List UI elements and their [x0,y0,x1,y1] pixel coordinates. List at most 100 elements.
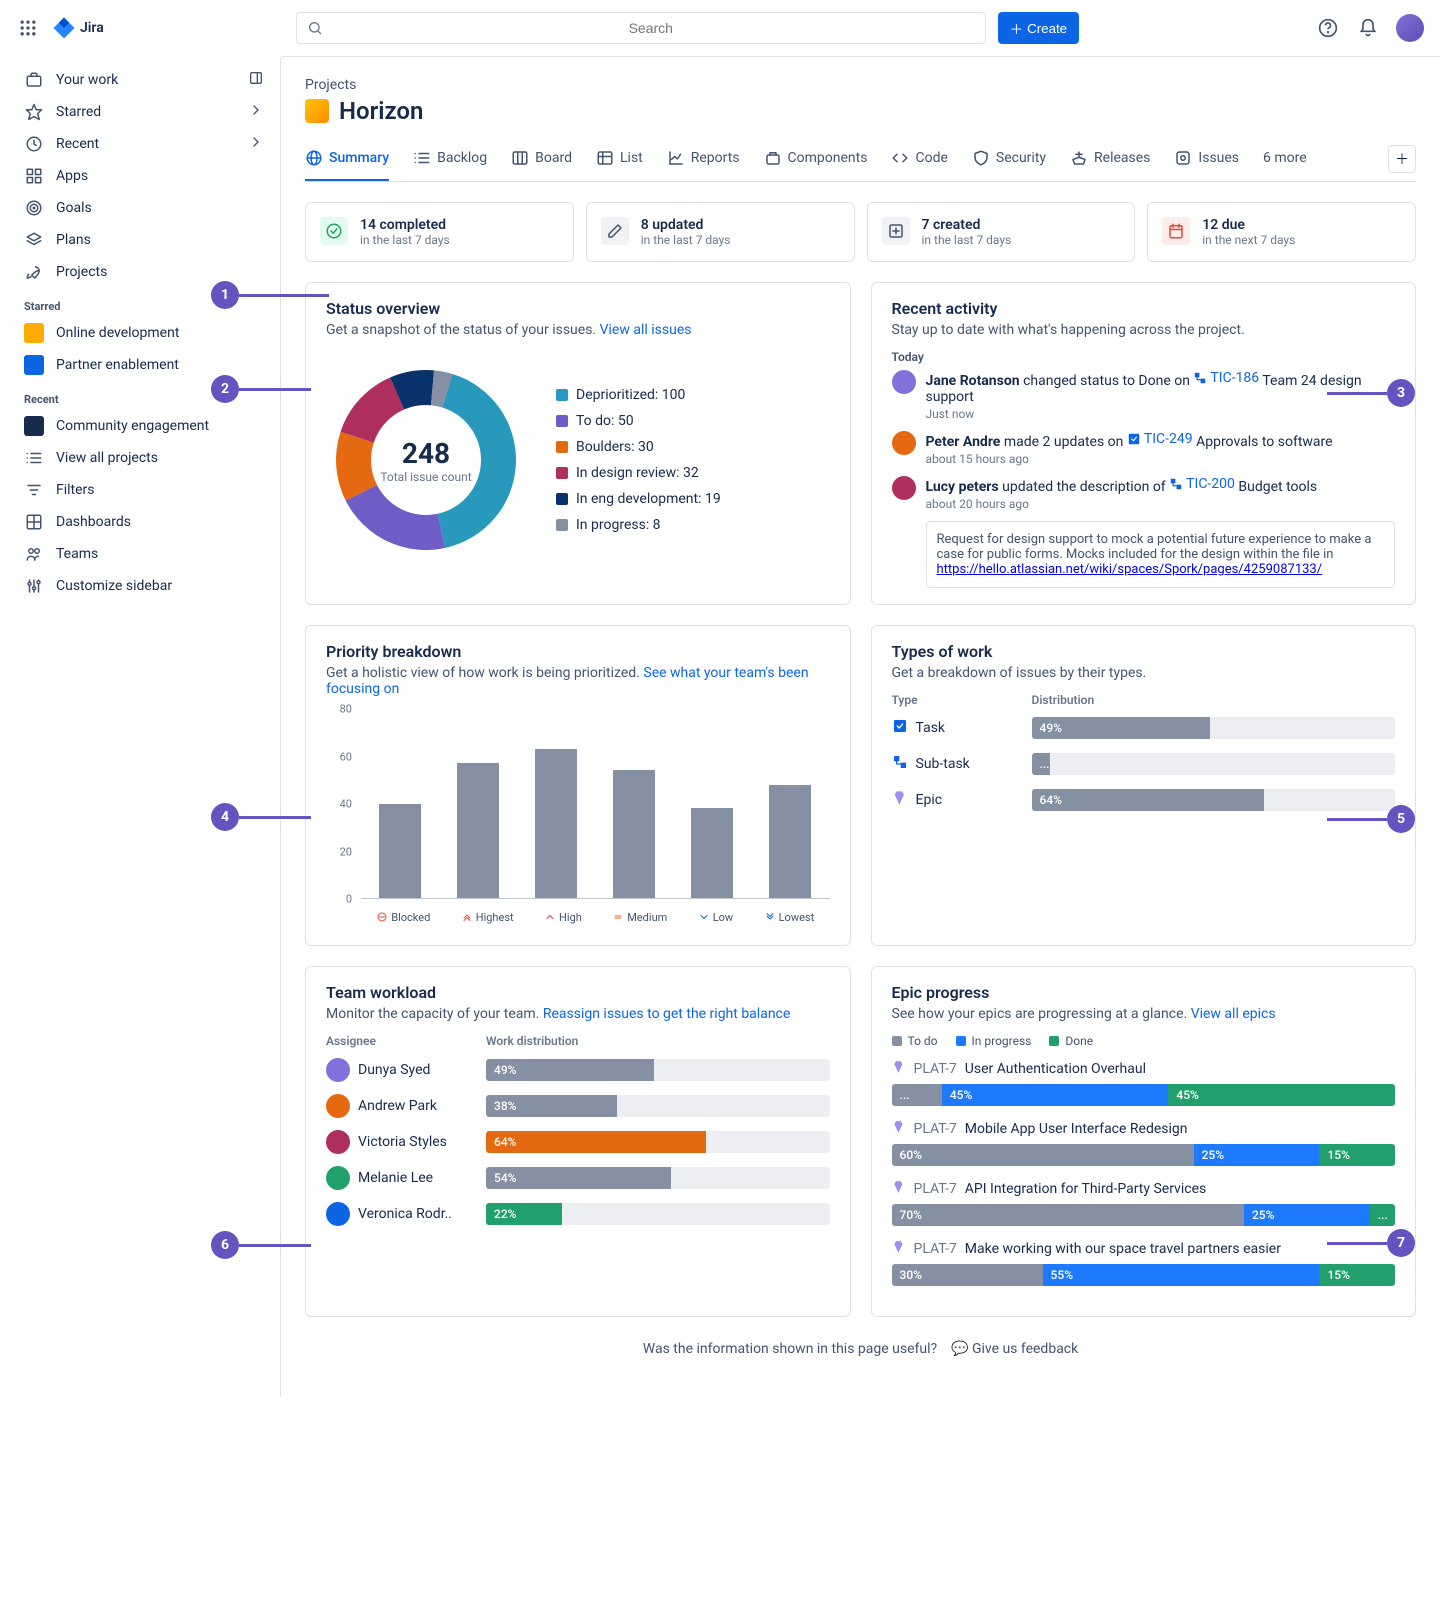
subtask-icon [1193,371,1207,385]
project-icon [24,355,44,375]
sidebar-item-your-work[interactable]: Your work [16,64,272,96]
search-input[interactable] [296,12,986,44]
feedback-icon: 💬 [951,1341,968,1357]
status-overview-title: Status overview [326,299,830,318]
workload-bar: 22% [486,1203,830,1225]
sidebar-item-starred[interactable]: Starred [16,96,272,128]
user-avatar[interactable] [892,431,916,455]
workload-title: Team workload [326,983,830,1002]
stat-card[interactable]: 7 created in the last 7 days [867,202,1136,262]
stat-card[interactable]: 12 due in the next 7 days [1147,202,1416,262]
workload-link[interactable]: Reassign issues to get the right balance [543,1006,790,1022]
tab-list[interactable]: List [596,137,643,181]
sidebar-item-customize-sidebar[interactable]: Customize sidebar [16,570,272,602]
sidebar-item-recent[interactable]: Recent [16,128,272,160]
feedback-link[interactable]: Give us feedback [972,1341,1078,1357]
app-switcher-icon[interactable] [16,16,40,40]
sidebar-item-view-all-projects[interactable]: View all projects [16,442,272,474]
legend-swatch [556,441,568,453]
activity-quote-link[interactable]: https://hello.atlassian.net/wiki/spaces/… [937,562,1323,577]
tab-security[interactable]: Security [972,137,1046,181]
epic-item[interactable]: PLAT-7 User Authentication Overhaul ...4… [892,1060,1396,1106]
epic-progress-bar: 70%25%... [892,1204,1396,1226]
breadcrumb[interactable]: Projects [305,77,1416,93]
help-icon[interactable] [1316,16,1340,40]
stat-card[interactable]: 8 updated in the last 7 days [586,202,855,262]
assignee-avatar[interactable] [326,1058,350,1082]
team-workload-panel: Team workload Monitor the capacity of yo… [305,966,851,1317]
epic-item[interactable]: PLAT-7 API Integration for Third-Party S… [892,1180,1396,1226]
epic-icon [892,1240,906,1258]
legend-item: Boulders: 30 [556,439,721,455]
epics-link[interactable]: View all epics [1191,1006,1276,1022]
legend-swatch [556,389,568,401]
priority-label: Low [698,905,733,929]
types-title: Types of work [892,642,1396,661]
sidebar: Your work Starred Recent Apps Goals Plan… [0,56,280,1397]
sidebar-starred-project[interactable]: Online development [16,317,272,349]
annotation-badge: 1 [211,281,239,309]
add-tab-button[interactable]: ＋ [1388,145,1416,173]
target-icon [24,198,44,218]
epic-item[interactable]: PLAT-7 Make working with our space trave… [892,1240,1396,1286]
notifications-icon[interactable] [1356,16,1380,40]
user-avatar[interactable] [1396,14,1424,42]
stat-card[interactable]: 14 completed in the last 7 days [305,202,574,262]
priority-bar [457,763,499,898]
tab-issues[interactable]: Issues [1174,137,1239,181]
priority-title: Priority breakdown [326,642,830,661]
star-icon [24,102,44,122]
sidebar-item-goals[interactable]: Goals [16,192,272,224]
user-avatar[interactable] [892,370,916,394]
tab-backlog[interactable]: Backlog [413,137,487,181]
sidebar-item-plans[interactable]: Plans [16,224,272,256]
tab-releases[interactable]: Releases [1070,137,1150,181]
workload-row: Melanie Lee 54% [326,1166,830,1190]
workload-bar: 38% [486,1095,830,1117]
tab-more[interactable]: 6 more [1263,137,1307,181]
legend-swatch [556,493,568,505]
workload-row: Andrew Park 38% [326,1094,830,1118]
priority-label: High [544,905,582,929]
user-avatar[interactable] [892,476,916,500]
tab-components[interactable]: Components [764,137,868,181]
create-button[interactable]: ＋ Create [998,12,1079,44]
priority-breakdown-panel: Priority breakdown Get a holistic view o… [305,625,851,946]
sidebar-item-teams[interactable]: Teams [16,538,272,570]
ticket-link[interactable]: TIC-249 [1127,431,1193,447]
epic-progress-bar: 30%55%15% [892,1264,1396,1286]
layers-icon [24,230,44,250]
epic-item[interactable]: PLAT-7 Mobile App User Interface Redesig… [892,1120,1396,1166]
view-all-issues-link[interactable]: View all issues [600,322,692,338]
sidebar-recent-project[interactable]: Community engagement [16,410,272,442]
status-overview-panel: Status overview Get a snapshot of the st… [305,282,851,605]
chev-icon [248,134,264,154]
assignee-avatar[interactable] [326,1202,350,1226]
epic-progress-panel: Epic progress See how your epics are pro… [871,966,1417,1317]
table-icon [596,149,614,167]
workload-bar: 49% [486,1059,830,1081]
calendar-icon [1162,217,1190,245]
list-icon [24,448,44,468]
assignee-avatar[interactable] [326,1094,350,1118]
sidebar-item-filters[interactable]: Filters [16,474,272,506]
project-icon [24,323,44,343]
tab-summary[interactable]: Summary [305,137,389,181]
tab-reports[interactable]: Reports [667,137,740,181]
legend-item: In design review: 32 [556,465,721,481]
dashboard-icon [24,512,44,532]
assignee-avatar[interactable] [326,1130,350,1154]
priority-bar [769,785,811,898]
jira-logo[interactable]: Jira [52,16,104,40]
task-icon [1127,432,1141,446]
sidebar-item-apps[interactable]: Apps [16,160,272,192]
sidebar-starred-project[interactable]: Partner enablement [16,349,272,381]
tab-code[interactable]: Code [891,137,947,181]
tab-board[interactable]: Board [511,137,572,181]
distribution-bar: 64% [1032,789,1396,811]
assignee-avatar[interactable] [326,1166,350,1190]
types-of-work-panel: Types of work Get a breakdown of issues … [871,625,1417,946]
ticket-link[interactable]: TIC-200 [1169,476,1235,492]
sidebar-item-dashboards[interactable]: Dashboards [16,506,272,538]
ticket-link[interactable]: TIC-186 [1193,370,1259,386]
